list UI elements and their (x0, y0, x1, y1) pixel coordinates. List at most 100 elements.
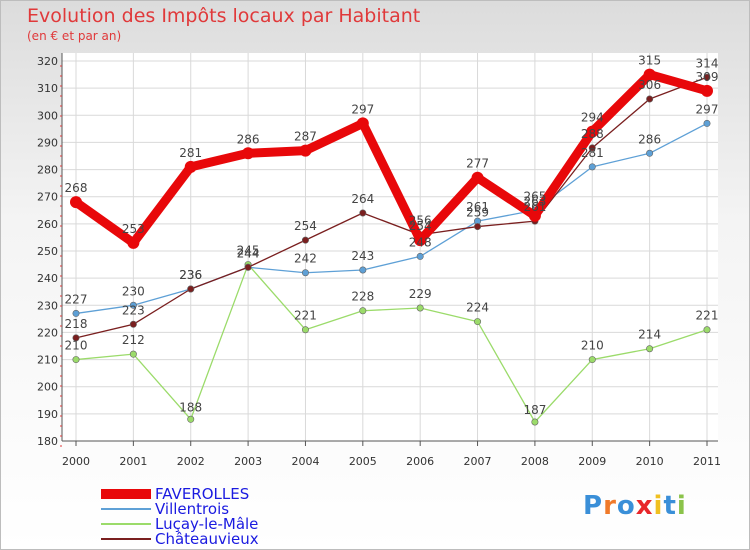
logo-letter: t (663, 491, 677, 521)
data-label: 268 (65, 181, 88, 195)
chart-title: Evolution des Impôts locaux par Habitant (27, 5, 421, 27)
data-point (187, 285, 195, 293)
data-point (471, 171, 484, 184)
series-line-faverolles (71, 70, 712, 248)
legend-swatch (101, 537, 151, 540)
series-line-chteauvieux (75, 76, 708, 339)
x-tick-label: 2005 (349, 455, 377, 468)
data-point (72, 356, 80, 364)
data-point (586, 125, 599, 138)
data-label: 306 (638, 78, 661, 92)
data-label: 187 (523, 403, 546, 417)
data-point (242, 147, 255, 160)
data-label: 248 (409, 235, 432, 249)
y-tick-label: 220 (37, 326, 58, 339)
plot-area (62, 53, 718, 441)
data-label: 230 (122, 284, 145, 298)
data-label: 261 (466, 200, 489, 214)
data-label: 188 (179, 400, 202, 414)
data-label: 212 (122, 333, 145, 347)
data-point (129, 320, 137, 328)
chart-grid (62, 53, 718, 442)
x-tick-label: 2009 (578, 455, 606, 468)
data-point (528, 209, 541, 222)
legend-swatch (101, 507, 151, 510)
data-label: 254 (294, 219, 317, 233)
data-label: 221 (696, 309, 719, 323)
x-tick-label: 2010 (636, 455, 664, 468)
chart-data-labels: 268 253 281 286 287 297 254 277 263 294 315 309 227 2… (65, 54, 719, 417)
data-label: 236 (179, 268, 202, 282)
data-label: 228 (351, 290, 374, 304)
y-tick-label: 230 (37, 299, 58, 312)
data-label: 281 (581, 146, 604, 160)
data-point (301, 269, 309, 277)
data-label: 259 (466, 206, 489, 220)
data-point (474, 318, 482, 326)
logo-letter: P (583, 491, 604, 521)
data-point (356, 117, 369, 130)
data-label: 256 (409, 214, 432, 228)
data-label: 297 (696, 102, 719, 116)
data-label: 244 (237, 246, 260, 260)
logo-letter: i (653, 491, 664, 521)
x-tick-label: 2002 (177, 455, 205, 468)
data-label: 223 (122, 303, 145, 317)
data-point (359, 266, 367, 274)
data-point (301, 326, 309, 334)
data-label: 264 (351, 192, 374, 206)
data-point (531, 418, 539, 426)
data-label: 243 (351, 249, 374, 263)
proxiti-logo: Proxiti (583, 491, 687, 521)
data-label: 245 (237, 244, 260, 258)
data-point (414, 234, 427, 247)
data-point (416, 252, 424, 260)
data-label: 229 (409, 287, 432, 301)
data-point (703, 119, 711, 127)
data-label: 265 (523, 189, 546, 203)
chart-axes: 180 190 200 210 220 230 240 250 260 270 280 290 300 3… (37, 53, 721, 468)
data-label: 221 (294, 309, 317, 323)
data-label: 236 (179, 268, 202, 282)
data-point (416, 304, 424, 312)
legend-item-villentrois: Villentrois (101, 500, 259, 518)
data-point (701, 84, 713, 97)
legend-label: Luçay-le-Mâle (155, 514, 259, 533)
data-point (646, 149, 654, 157)
data-point (299, 144, 312, 157)
y-tick-label: 190 (37, 408, 58, 421)
data-label: 214 (638, 328, 661, 342)
data-label: 254 (409, 219, 432, 233)
legend-item-chateauvieux: Châteauvieux (101, 529, 259, 548)
data-point (646, 345, 654, 353)
data-point (187, 415, 195, 423)
data-point (129, 350, 137, 358)
data-label: 218 (65, 317, 88, 331)
data-label: 309 (696, 70, 719, 84)
y-tick-label: 280 (37, 164, 58, 177)
data-label: 210 (581, 339, 604, 353)
logo-letter: o (616, 491, 636, 521)
x-tick-label: 2001 (119, 455, 147, 468)
data-point (184, 160, 197, 173)
logo-letter: r (603, 491, 617, 521)
series-line-villentrois (75, 122, 708, 315)
chart-legend: FAVEROLLES Villentrois Luçay-le-Mâle Châ… (101, 485, 259, 548)
data-label: 315 (638, 54, 661, 68)
data-point (646, 95, 654, 103)
legend-label: Châteauvieux (155, 529, 259, 548)
data-point (129, 301, 137, 309)
data-label: 224 (466, 301, 489, 315)
y-tick-label: 310 (37, 82, 58, 95)
y-tick-label: 270 (37, 191, 58, 204)
data-label: 227 (65, 292, 88, 306)
x-tick-label: 2003 (234, 455, 262, 468)
data-label: 242 (294, 252, 317, 266)
chart-subtitle: (en € et par an) (27, 29, 122, 43)
data-label: 263 (523, 195, 546, 209)
x-tick-label: 2006 (406, 455, 434, 468)
logo-letter: i (676, 491, 687, 521)
data-point (244, 263, 252, 271)
legend-item-faverolles: FAVEROLLES (101, 485, 259, 503)
